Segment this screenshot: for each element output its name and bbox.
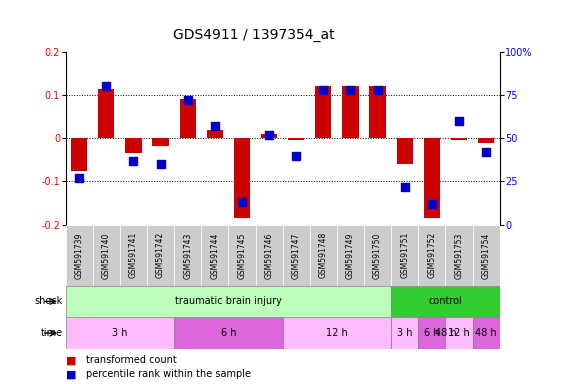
Point [319,87,328,93]
Text: GSM591751: GSM591751 [400,232,409,278]
Point [264,132,274,138]
Bar [228,225,255,286]
Point [292,152,301,159]
Bar [396,138,413,164]
Text: GSM591744: GSM591744 [210,232,219,278]
Bar [364,225,391,286]
Point [427,201,436,207]
Bar [98,89,114,138]
Bar [93,225,120,286]
Bar [478,138,494,142]
Text: GSM591747: GSM591747 [292,232,301,278]
Text: GSM591741: GSM591741 [129,232,138,278]
Bar [391,225,418,286]
Text: GSM591743: GSM591743 [183,232,192,278]
Text: GSM591752: GSM591752 [427,232,436,278]
Bar [391,317,418,349]
Text: GSM591739: GSM591739 [75,232,84,278]
Text: percentile rank within the sample: percentile rank within the sample [86,369,251,379]
Bar [126,138,142,153]
Bar [418,317,445,349]
Bar [66,286,391,317]
Bar [342,86,359,138]
Bar [66,317,174,349]
Bar [309,225,337,286]
Text: GDS4911 / 1397354_at: GDS4911 / 1397354_at [173,28,335,41]
Text: GSM591745: GSM591745 [238,232,247,278]
Bar [120,225,147,286]
Bar [207,130,223,138]
Bar [315,86,331,138]
Bar [288,138,304,141]
Text: 3 h: 3 h [112,328,128,338]
Bar [283,225,309,286]
Bar [424,138,440,218]
Bar [473,317,500,349]
Text: transformed count: transformed count [86,355,176,365]
Point [102,83,111,89]
Point [156,161,165,167]
Point [400,184,409,190]
Text: GSM591740: GSM591740 [102,232,111,278]
Point [129,158,138,164]
Bar [451,138,467,141]
Text: 12 h: 12 h [448,328,470,338]
Bar [71,138,87,170]
Point [183,97,192,103]
Bar [202,225,228,286]
Point [346,87,355,93]
Point [238,199,247,205]
Bar [261,134,278,138]
Bar [152,138,169,146]
Bar [445,225,473,286]
Text: GSM591749: GSM591749 [346,232,355,278]
Text: 6 h: 6 h [220,328,236,338]
Text: GSM591754: GSM591754 [481,232,490,278]
Bar [147,225,174,286]
Text: 3 h: 3 h [397,328,412,338]
Bar [255,225,283,286]
Text: 6 h: 6 h [424,328,440,338]
Point [75,175,84,181]
Bar [445,317,473,349]
Text: GSM591742: GSM591742 [156,232,165,278]
Bar [234,138,250,218]
Text: traumatic brain injury: traumatic brain injury [175,296,282,306]
Text: 12 h: 12 h [326,328,348,338]
Bar [283,317,391,349]
Bar [66,225,93,286]
Bar [174,225,202,286]
Bar [473,225,500,286]
Text: GSM591746: GSM591746 [264,232,274,278]
Point [481,149,490,155]
Text: GSM591750: GSM591750 [373,232,382,278]
Text: ■: ■ [66,369,76,379]
Point [373,87,382,93]
Point [455,118,464,124]
Text: ■: ■ [66,355,76,365]
Text: shock: shock [35,296,63,306]
Bar [369,86,386,138]
Text: GSM591753: GSM591753 [455,232,464,278]
Text: 48 h: 48 h [475,328,497,338]
Bar [174,317,283,349]
Bar [179,99,196,138]
Text: time: time [41,328,63,338]
Bar [337,225,364,286]
Text: GSM591748: GSM591748 [319,232,328,278]
Text: 48 h: 48 h [435,328,456,338]
Bar [418,225,445,286]
Point [210,123,219,129]
Bar [391,317,500,349]
Bar [391,286,500,317]
Text: control: control [428,296,463,306]
